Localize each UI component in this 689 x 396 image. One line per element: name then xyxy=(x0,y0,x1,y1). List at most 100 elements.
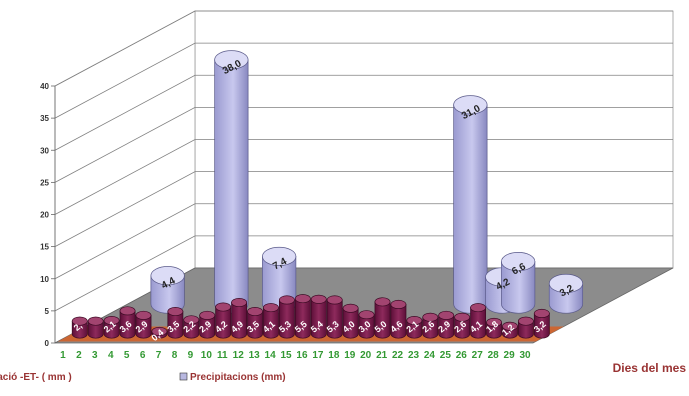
precip-bar-top xyxy=(501,252,536,272)
x-tick-label: 20 xyxy=(360,350,372,361)
et-bar-top xyxy=(358,310,375,320)
y-tick-label: 35 xyxy=(40,114,49,123)
x-tick-label: 29 xyxy=(504,350,516,361)
et-bar xyxy=(517,316,534,339)
et-bar-body xyxy=(294,298,311,339)
y-tick-label: 0 xyxy=(45,339,50,348)
et-bar-top xyxy=(342,303,359,313)
et-bar xyxy=(326,295,343,339)
et-bar-top xyxy=(167,306,184,317)
et-bar xyxy=(215,302,232,339)
x-tick-label: 24 xyxy=(424,350,436,361)
et-bar-body xyxy=(517,320,534,339)
x-tick-label: 1 xyxy=(60,350,66,361)
et-bar-body xyxy=(533,313,550,339)
gridline xyxy=(54,106,673,183)
x-tick-label: 2 xyxy=(76,350,82,361)
et-bar-body xyxy=(87,320,104,339)
et-bar-body xyxy=(135,315,152,339)
precip-bar xyxy=(262,246,297,314)
et-bar xyxy=(502,321,518,339)
et-bar-body xyxy=(390,304,407,339)
et-bar-body xyxy=(470,307,487,339)
x-tick-label: 18 xyxy=(328,350,340,361)
x-tick-label: 6 xyxy=(140,350,146,361)
et-bar xyxy=(87,316,104,339)
gridline xyxy=(54,42,673,119)
x-tick-label: 5 xyxy=(124,350,130,361)
et-bar-top xyxy=(502,321,518,331)
et-bar xyxy=(390,299,407,339)
et-bar-body xyxy=(374,301,391,339)
precip-bar-top xyxy=(453,95,488,115)
legend-entry: Precipitacions (mm) xyxy=(190,372,286,383)
bars-layer xyxy=(71,50,584,339)
et-bar-body xyxy=(278,299,295,339)
x-tick-label: 30 xyxy=(519,350,531,361)
et-bar xyxy=(310,294,327,339)
x-tick-label: 28 xyxy=(488,350,500,361)
et-bar-body xyxy=(342,307,359,339)
et-bar xyxy=(167,306,184,339)
et-bar-body xyxy=(103,320,120,339)
et-bar-body xyxy=(454,316,471,339)
y-tick-label: 30 xyxy=(40,146,49,155)
x-tick-label: 22 xyxy=(392,350,404,361)
et-bar-top xyxy=(247,306,263,317)
x-tick-label: 19 xyxy=(344,350,356,361)
legend-entry: Evapotranspiració -ET- ( mm ) xyxy=(0,372,72,383)
x-tick-label: 13 xyxy=(249,350,261,361)
x-tick-label: 16 xyxy=(296,350,308,361)
chart-walls xyxy=(54,10,674,344)
y-axis: 0 5 10 15 20 25 30 35 40 xyxy=(40,82,56,348)
et-bar xyxy=(247,306,263,339)
et-bar-top xyxy=(199,310,216,320)
et-bar-body xyxy=(183,319,200,339)
x-tick-label: 4 xyxy=(108,350,114,361)
et-bar-top xyxy=(517,316,534,326)
et-bar-top xyxy=(422,312,439,322)
et-bar-body xyxy=(215,306,232,339)
et-bar-top xyxy=(406,315,423,326)
et-bar xyxy=(135,310,152,339)
et-bar-body xyxy=(119,310,136,339)
gridline xyxy=(54,235,673,312)
x-tick-label: 12 xyxy=(233,350,245,361)
et-bar-top xyxy=(183,315,200,325)
precip-bar-body xyxy=(214,59,249,314)
precip-bar-top xyxy=(262,246,297,267)
legend: Evapotranspiració -ET- ( mm ) Precipitaci… xyxy=(0,372,286,383)
precip-bar xyxy=(214,50,249,314)
et-bar xyxy=(486,317,502,339)
et-bar-body xyxy=(358,314,375,339)
et-bar-top xyxy=(71,316,88,326)
et-bar xyxy=(406,315,423,339)
et-bar xyxy=(358,310,375,339)
et-bar xyxy=(71,316,88,339)
et-bar xyxy=(183,315,200,339)
precip-bar-top xyxy=(150,266,185,286)
et-bar-body xyxy=(199,315,216,339)
et-bar-top xyxy=(533,308,550,318)
et-bar xyxy=(294,294,311,339)
precip-bar xyxy=(150,266,185,314)
y-tick-label: 25 xyxy=(40,178,49,187)
et-bar-top xyxy=(278,295,295,305)
x-tick-label: 27 xyxy=(472,350,484,361)
x-tick-label: 26 xyxy=(456,350,468,361)
et-bar-top xyxy=(263,303,279,313)
et-bar-top xyxy=(486,317,502,327)
y-tick-label: 40 xyxy=(40,82,49,91)
et-bar-top xyxy=(119,306,136,316)
et-bar xyxy=(278,295,295,339)
precip-bar xyxy=(501,252,536,314)
precip-bar-body xyxy=(501,261,536,314)
et-bar-body xyxy=(438,315,455,339)
x-tick-label: 9 xyxy=(188,350,194,361)
x-tick-label: 3 xyxy=(92,350,98,361)
precip-bar-top xyxy=(548,273,584,293)
et-bar-top xyxy=(294,294,311,304)
et-bar-top xyxy=(438,310,455,320)
x-tick-label: 11 xyxy=(217,350,228,361)
